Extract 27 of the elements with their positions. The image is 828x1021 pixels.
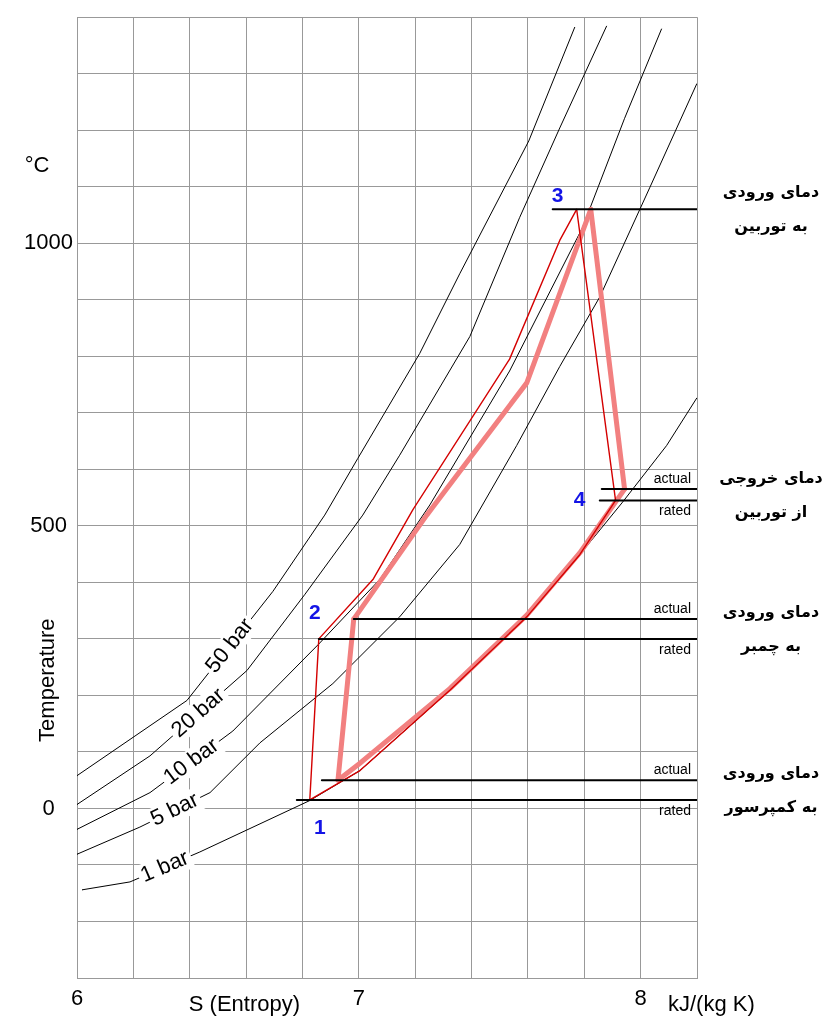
y-tick-label: 500 bbox=[30, 511, 67, 537]
x-tick-label: 7 bbox=[352, 985, 365, 1011]
series-label: rated bbox=[659, 801, 691, 818]
text: 5 bar bbox=[146, 786, 203, 831]
text: 1 bar bbox=[136, 844, 193, 887]
series-label: actual bbox=[653, 469, 691, 486]
y-tick-label: 1000 bbox=[24, 229, 74, 255]
text: دمای ورودی به توربین bbox=[721, 181, 821, 238]
series-label: rated bbox=[659, 502, 691, 519]
text: kJ/(kg K) bbox=[668, 991, 755, 1017]
annotation: 4 bbox=[573, 487, 586, 511]
text: دمای ورودی به کمپرسور bbox=[721, 762, 821, 819]
series-label: actual bbox=[653, 599, 691, 616]
text: دمای خروجی از توربین bbox=[719, 466, 823, 523]
series-label: actual bbox=[653, 761, 691, 778]
annotation: 2 bbox=[308, 599, 321, 623]
annotation: 1 bbox=[313, 814, 326, 838]
text: دمای ورودی به چمبر bbox=[721, 601, 821, 658]
x-tick-label: 6 bbox=[70, 985, 84, 1011]
annotation: 3 bbox=[551, 183, 564, 207]
y-tick-label: 0 bbox=[42, 794, 55, 820]
x-axis-title: S (Entropy) bbox=[188, 991, 301, 1017]
series-label: rated bbox=[659, 640, 691, 657]
y-axis-title: Temperature bbox=[34, 618, 60, 742]
text: °C bbox=[24, 152, 50, 178]
x-tick-label: 8 bbox=[634, 985, 647, 1011]
text: 50 bar bbox=[199, 612, 258, 678]
